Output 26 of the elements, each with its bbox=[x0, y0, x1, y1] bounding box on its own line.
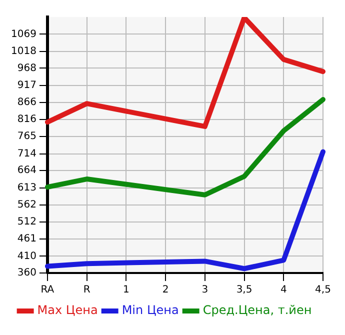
y-tick-label: 765 bbox=[17, 131, 36, 142]
y-tick-label: 664 bbox=[17, 165, 36, 176]
y-tick-label: 1069 bbox=[10, 28, 36, 40]
legend-label: Сред.Цена, т.йен bbox=[202, 303, 312, 318]
y-tick-label: 461 bbox=[17, 234, 36, 245]
y-tick-label: 410 bbox=[17, 250, 36, 262]
y-tick-label: 968 bbox=[17, 62, 36, 74]
y-tick-label: 613 bbox=[17, 182, 36, 194]
x-tick-label: 3,5 bbox=[236, 284, 252, 296]
y-tick-label: 512 bbox=[17, 216, 36, 228]
x-tick-label: RA bbox=[40, 284, 54, 296]
y-tick-label: 562 bbox=[17, 200, 36, 211]
y-tick-label: 866 bbox=[17, 97, 36, 108]
x-tick-label: 4 bbox=[280, 284, 287, 296]
y-tick-label: 714 bbox=[17, 148, 36, 160]
y-tick-label: 1018 bbox=[10, 46, 36, 57]
x-tick-label: 1 bbox=[122, 284, 130, 296]
y-tick-label: 816 bbox=[17, 114, 36, 125]
legend-label: Min Цена bbox=[122, 303, 179, 318]
x-tick-label: R bbox=[83, 284, 90, 296]
legend-label: Max Цена bbox=[37, 303, 98, 318]
x-tick-label: 4,5 bbox=[315, 284, 331, 296]
x-tick-label: 2 bbox=[162, 284, 169, 296]
y-tick-label: 917 bbox=[17, 80, 36, 91]
x-tick-label: 3 bbox=[202, 284, 208, 296]
y-tick-label: 360 bbox=[17, 268, 36, 279]
